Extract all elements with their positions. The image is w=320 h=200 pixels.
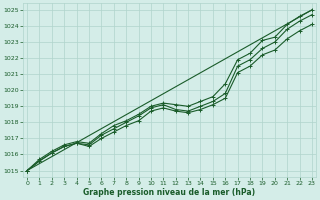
X-axis label: Graphe pression niveau de la mer (hPa): Graphe pression niveau de la mer (hPa) (84, 188, 256, 197)
